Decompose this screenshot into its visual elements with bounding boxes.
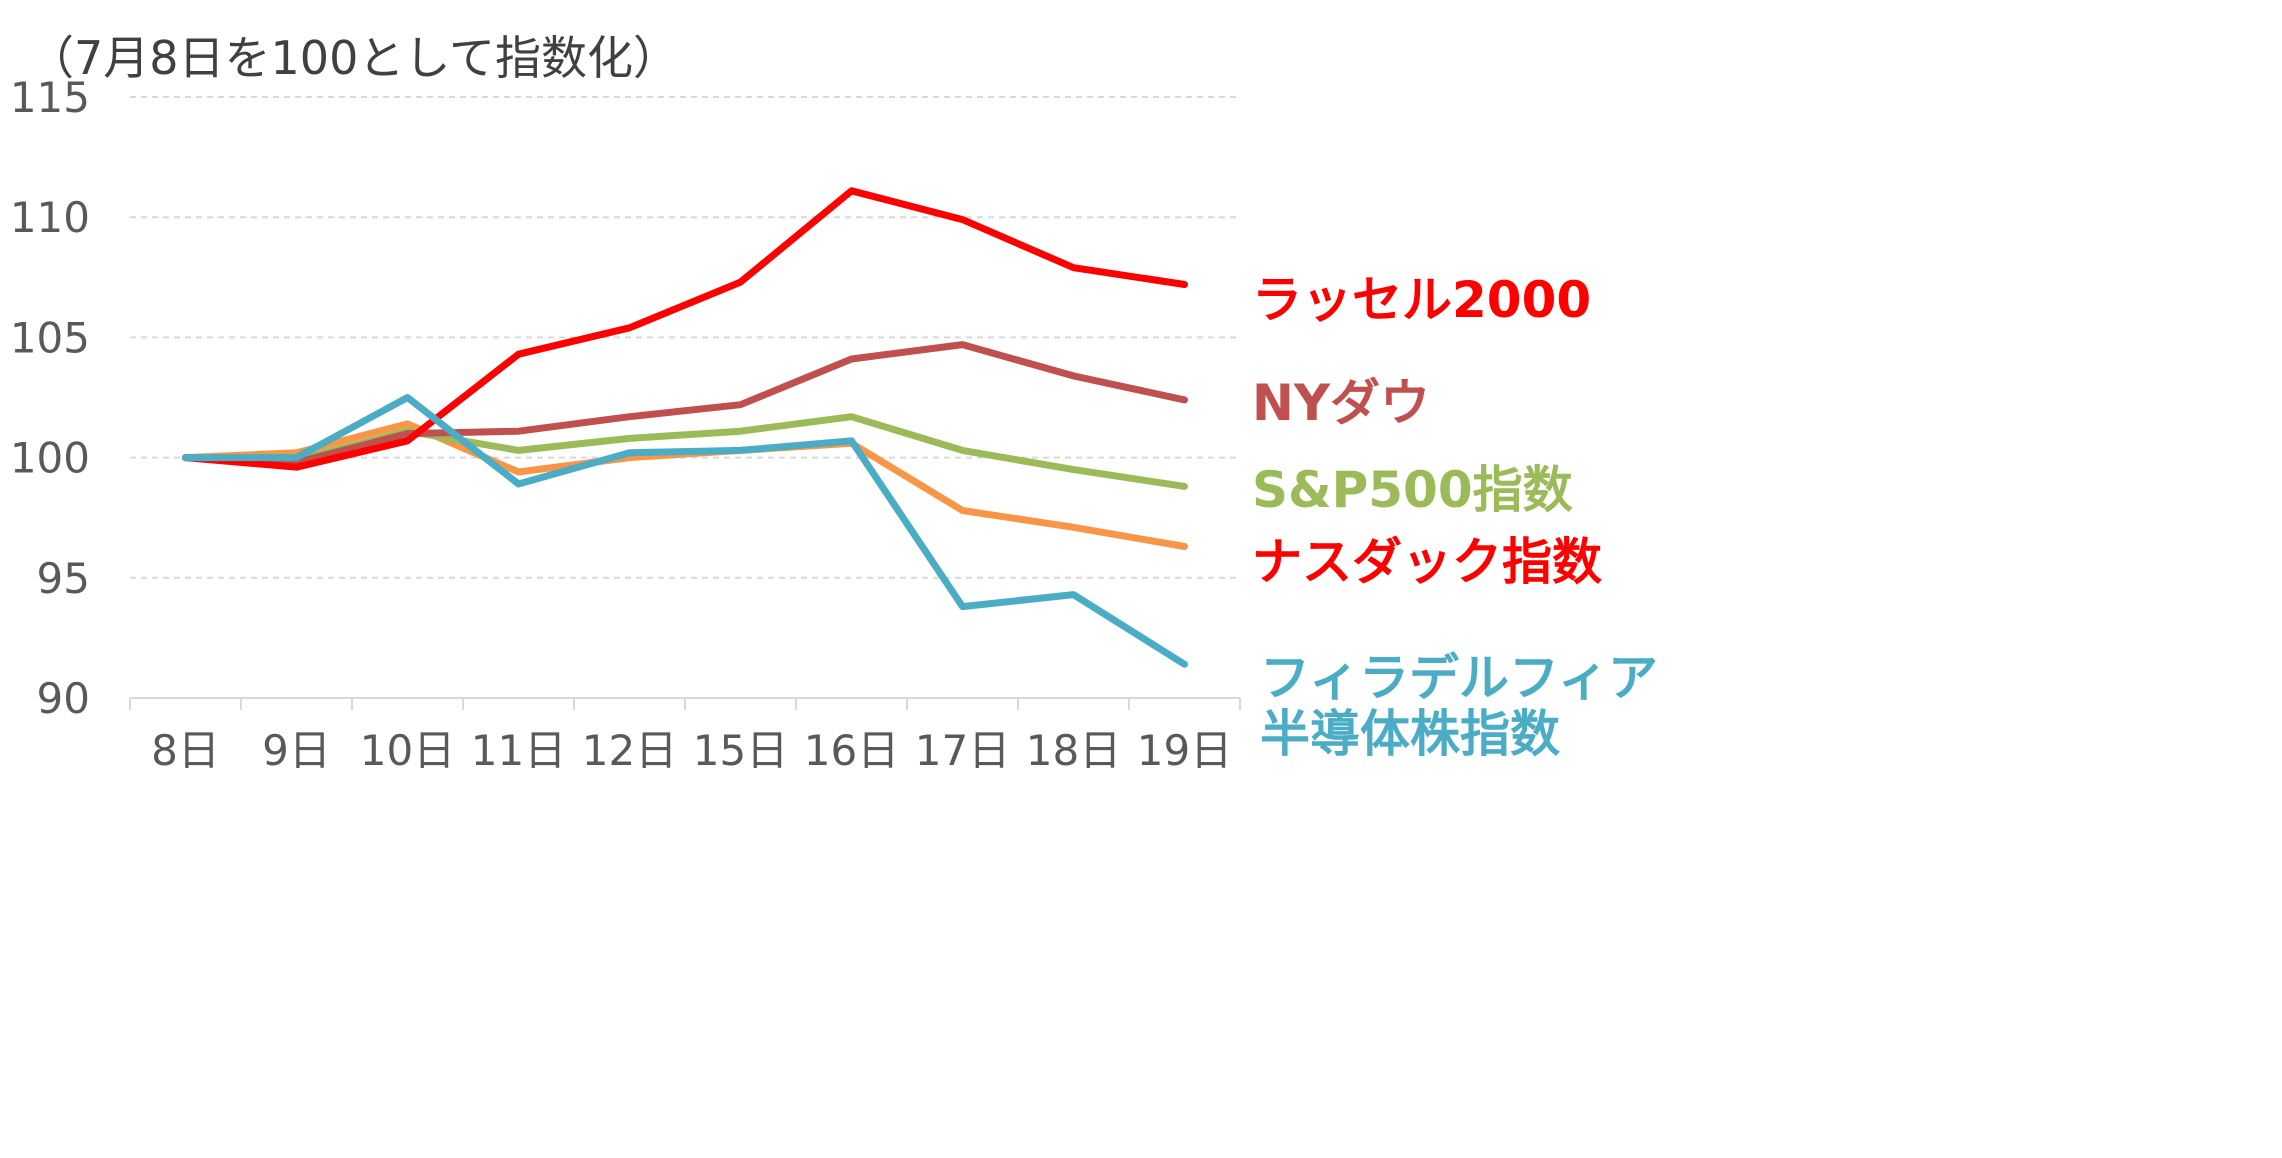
- tick-labels: 90 95 100 105 110 115 8日 9日 10日 11日 12日 15日 16日 17日 18…: [10, 73, 1232, 775]
- series-label-line: S&P500指数: [1252, 461, 1573, 519]
- axes: [129, 697, 1241, 710]
- x-tick-label: 17日: [915, 726, 1010, 775]
- y-axis-unit-label: （7月8日を100として指数化）: [28, 31, 679, 85]
- series-label-line: フィラデルフィア: [1260, 649, 1658, 707]
- x-tick-label: 11日: [471, 726, 566, 775]
- y-tick-label: 105: [10, 313, 90, 362]
- y-tick-label: 115: [10, 73, 90, 122]
- y-tick-label: 90: [37, 674, 90, 723]
- x-tick-label: 18日: [1026, 726, 1121, 775]
- y-tick-label: 100: [10, 434, 90, 483]
- x-tick-label: 8日: [151, 726, 220, 775]
- series-label-4: ナスダック指数: [1252, 534, 1602, 590]
- series-label-line: ナスダック指数: [1252, 533, 1602, 591]
- x-tick-label: 19日: [1137, 726, 1232, 775]
- series-label-line: 半導体株指数: [1260, 705, 1560, 763]
- x-tick-label: 16日: [804, 726, 899, 775]
- x-tick-label: 9日: [262, 726, 331, 775]
- gridlines: [130, 96, 1240, 579]
- x-tick-label: 12日: [582, 726, 677, 775]
- y-tick-label: 110: [10, 193, 90, 242]
- y-tick-label: 95: [37, 554, 90, 603]
- series-label-line: ラッセル2000: [1252, 271, 1592, 329]
- series-line-4: [182, 420, 1188, 550]
- series-label-2: NYダウ: [1252, 375, 1430, 431]
- series-label-3: S&P500指数: [1252, 462, 1573, 518]
- series-line-2: [182, 341, 1188, 466]
- series-line-5: [182, 394, 1188, 668]
- series-line-1: [182, 187, 1188, 471]
- x-tick-label: 15日: [693, 726, 788, 775]
- x-tick-label: 10日: [360, 726, 455, 775]
- series-label-1: ラッセル2000: [1252, 272, 1591, 328]
- series-lines: [182, 187, 1188, 668]
- series-label-line: NYダウ: [1252, 374, 1431, 432]
- series-label-5: フィラデルフィア 半導体株指数: [1260, 650, 1658, 762]
